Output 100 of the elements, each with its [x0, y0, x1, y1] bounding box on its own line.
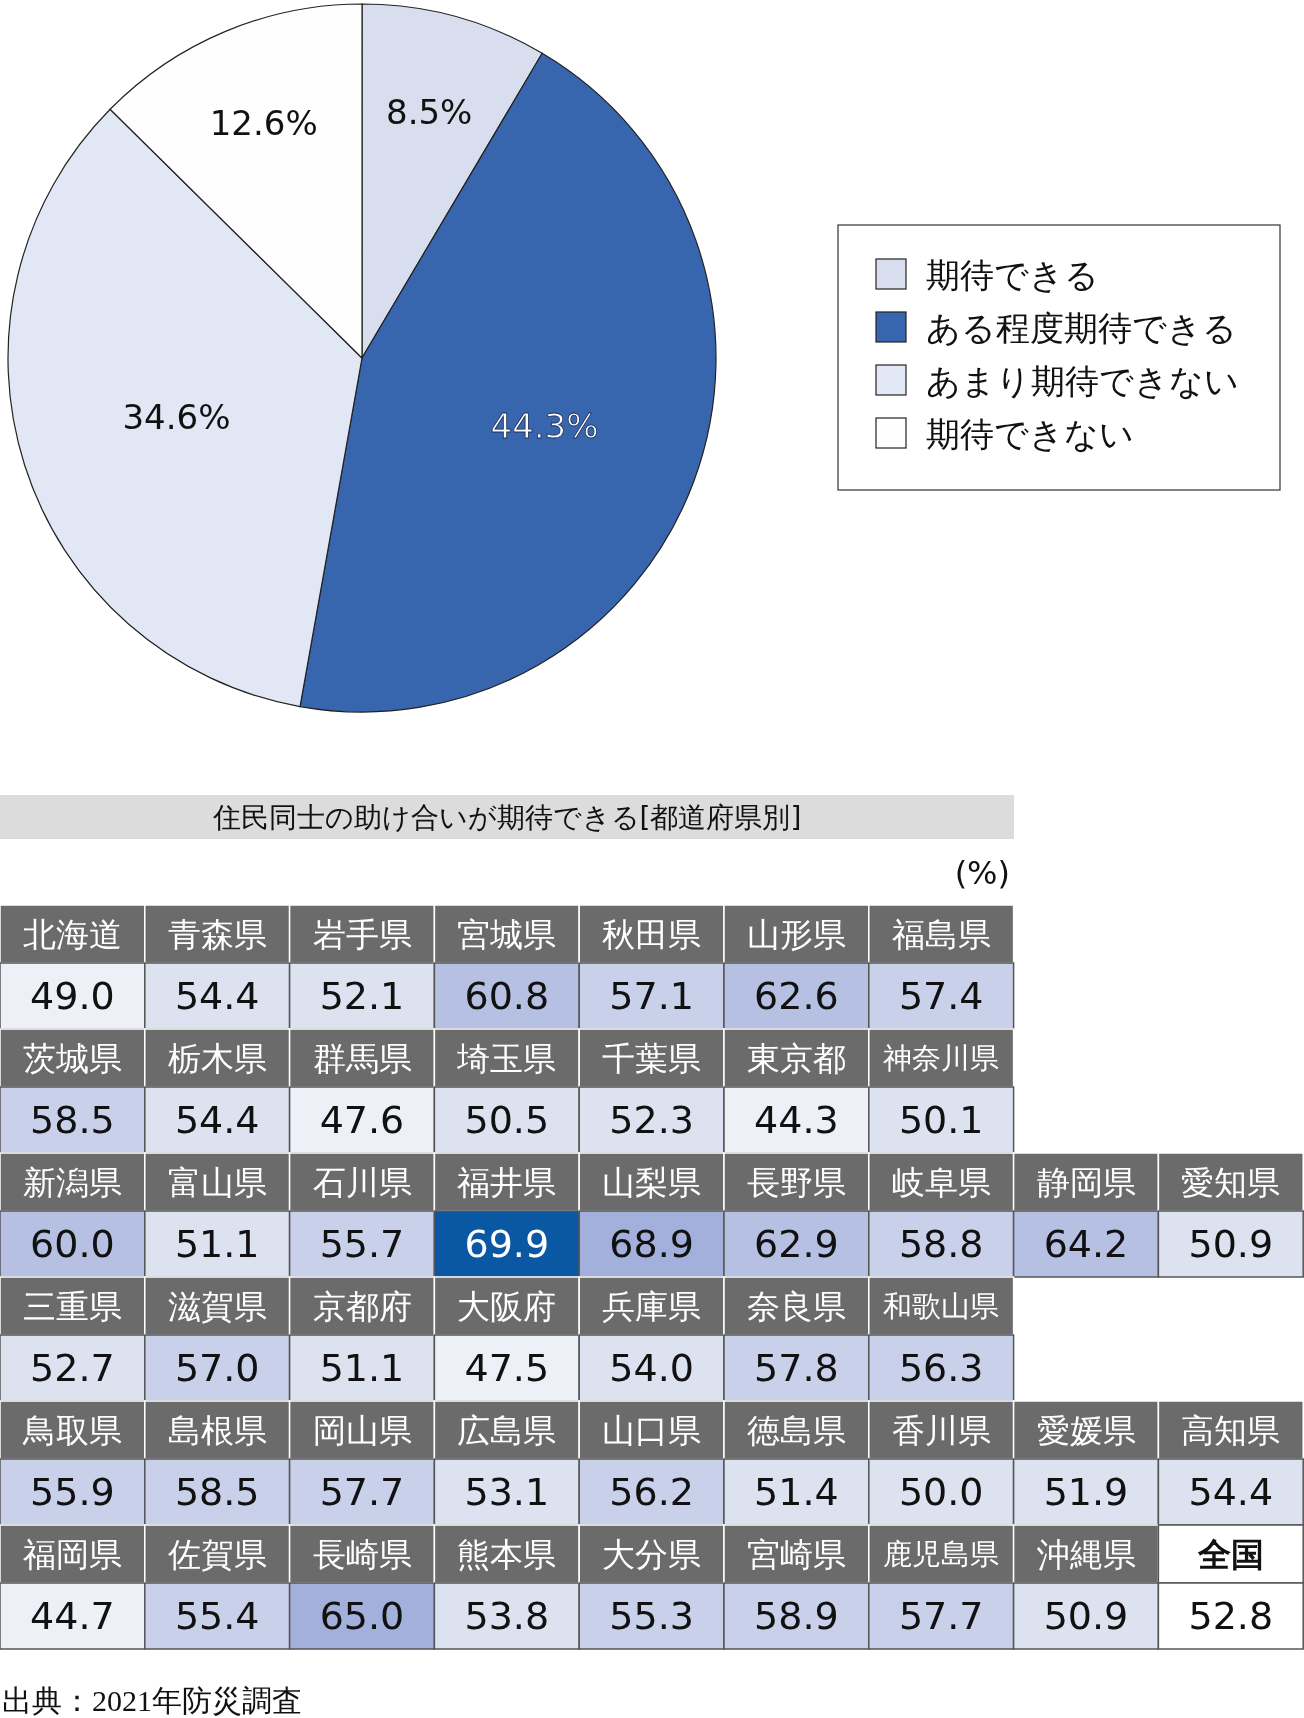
data-label: 60.8	[464, 974, 550, 1018]
data-label: 50.9	[1043, 1594, 1129, 1638]
data-label: 60.0	[30, 1222, 115, 1266]
data-label: 56.3	[898, 1346, 984, 1390]
category-label: 徳島県	[746, 1410, 846, 1450]
data-label: 50.9	[1188, 1222, 1274, 1266]
category-label: 鹿児島県	[883, 1537, 1000, 1571]
data-label: 50.1	[898, 1098, 984, 1142]
category-label: 静岡県	[1036, 1162, 1136, 1202]
category-label: 京都府	[312, 1286, 412, 1326]
category-label: 滋賀県	[167, 1286, 267, 1326]
data-label: 54.4	[1188, 1470, 1274, 1514]
category-label: 兵庫県	[602, 1286, 702, 1326]
category-label: 秋田県	[602, 914, 702, 954]
data-label: 58.8	[898, 1222, 984, 1266]
data-label: 56.2	[609, 1470, 694, 1514]
category-label: 岐阜県	[891, 1162, 991, 1202]
data-label: 51.1	[174, 1222, 260, 1266]
data-label: 54.0	[609, 1346, 694, 1390]
data-label: 50.5	[464, 1098, 550, 1142]
data-label: 44.3	[754, 1098, 839, 1142]
data-label: 51.1	[319, 1346, 405, 1390]
category-label: 石川県	[312, 1162, 412, 1202]
data-label: 44.7	[30, 1594, 115, 1638]
category-label: 熊本県	[457, 1534, 557, 1574]
legend-label: あまり期待できない	[926, 361, 1239, 401]
data-label: 44.3%	[490, 405, 599, 446]
data-label: 55.4	[174, 1594, 260, 1638]
category-label: 全国	[1196, 1534, 1264, 1574]
legend-label: 期待できる	[926, 255, 1099, 295]
source-note: 出典：2021年防災調査	[2, 1683, 302, 1717]
data-label: 12.6%	[209, 102, 318, 143]
category-label: 青森県	[167, 914, 267, 954]
category-label: 東京都	[746, 1038, 846, 1078]
category-label: 広島県	[457, 1410, 557, 1450]
category-label: 埼玉県	[456, 1038, 557, 1078]
data-label: 58.5	[30, 1098, 115, 1142]
data-label: 55.9	[30, 1470, 115, 1514]
category-label: 茨城県	[22, 1038, 122, 1078]
category-label: 富山県	[167, 1162, 267, 1202]
data-label: 58.5	[174, 1470, 260, 1514]
data-label: 54.4	[174, 974, 260, 1018]
category-label: 山口県	[602, 1410, 702, 1450]
data-label: 55.7	[319, 1222, 405, 1266]
data-label: 57.0	[174, 1346, 260, 1390]
category-label: 山梨県	[602, 1162, 702, 1202]
data-label: 57.7	[898, 1594, 984, 1638]
category-label: 長崎県	[312, 1534, 412, 1574]
category-label: 沖縄県	[1036, 1534, 1136, 1574]
data-label: 64.2	[1043, 1222, 1129, 1266]
legend-label: 期待できない	[926, 414, 1134, 454]
category-label: 高知県	[1181, 1410, 1281, 1450]
category-label: 愛媛県	[1036, 1410, 1136, 1450]
data-label: 65.0	[319, 1594, 405, 1638]
category-label: 宮城県	[457, 914, 557, 954]
text: (%)	[954, 854, 1010, 892]
category-label: 和歌山県	[883, 1289, 1000, 1323]
data-label: 57.1	[609, 974, 694, 1018]
data-label: 8.5%	[386, 92, 473, 133]
data-label: 50.0	[898, 1470, 984, 1514]
category-label: 長野県	[746, 1162, 846, 1202]
category-label: 栃木県	[167, 1038, 267, 1078]
data-label: 68.9	[609, 1222, 694, 1266]
category-label: 福島県	[891, 914, 991, 954]
text: 住民同士の助け合いが期待できる[都道府県別]	[211, 800, 802, 834]
data-label: 52.8	[1188, 1594, 1274, 1638]
category-label: 宮崎県	[746, 1534, 846, 1574]
data-label: 62.9	[754, 1222, 839, 1266]
data-label: 34.6%	[122, 397, 231, 437]
data-label: 55.3	[609, 1594, 694, 1638]
category-label: 島根県	[167, 1410, 267, 1450]
category-label: 佐賀県	[167, 1534, 267, 1574]
category-label: 福岡県	[22, 1534, 122, 1574]
category-label: 千葉県	[602, 1038, 702, 1078]
category-label: 神奈川県	[883, 1041, 1000, 1075]
category-label: 愛知県	[1181, 1162, 1281, 1202]
category-label: 岩手県	[312, 914, 412, 954]
category-label: 岡山県	[312, 1410, 412, 1450]
data-label: 53.8	[464, 1594, 550, 1638]
data-label: 52.3	[609, 1098, 694, 1142]
category-label: 香川県	[891, 1410, 991, 1450]
data-label: 53.1	[464, 1470, 550, 1514]
data-label: 69.9	[464, 1222, 550, 1266]
data-label: 58.9	[754, 1594, 839, 1638]
data-label: 57.7	[319, 1470, 405, 1514]
category-label: 山形県	[746, 914, 846, 954]
data-label: 57.8	[754, 1346, 839, 1390]
category-label: 北海道	[22, 914, 122, 954]
data-label: 51.9	[1043, 1470, 1129, 1514]
data-label: 47.6	[319, 1098, 405, 1142]
category-label: 三重県	[22, 1286, 122, 1326]
data-label: 47.5	[464, 1346, 550, 1390]
data-label: 54.4	[174, 1098, 260, 1142]
category-label: 大阪府	[457, 1286, 557, 1326]
category-label: 大分県	[602, 1534, 702, 1574]
data-label: 57.4	[898, 974, 984, 1018]
data-label: 52.7	[30, 1346, 115, 1390]
data-label: 62.6	[754, 974, 839, 1018]
category-label: 群馬県	[312, 1038, 412, 1078]
data-label: 51.4	[754, 1470, 839, 1514]
